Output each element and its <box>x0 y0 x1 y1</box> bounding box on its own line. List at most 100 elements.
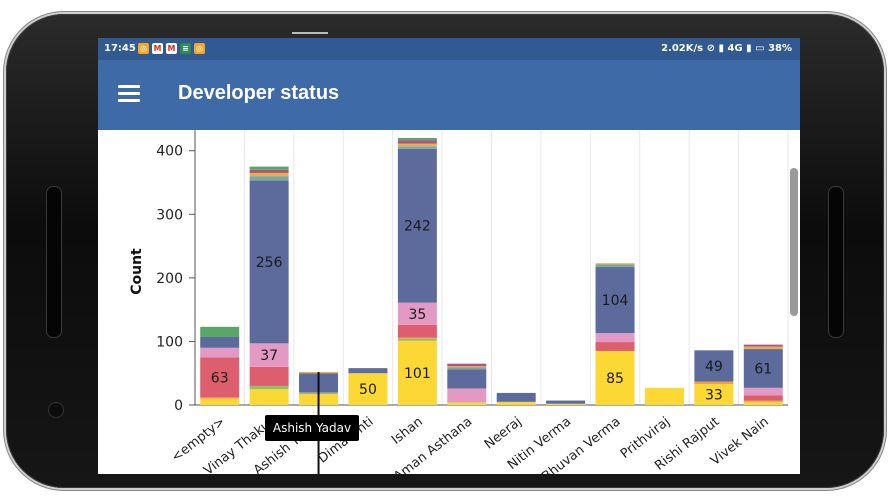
bar-segment <box>249 366 289 386</box>
bar-segment <box>595 267 635 334</box>
bar-tooltip: Ashish Yadav <box>265 415 359 441</box>
bar-segment <box>447 369 487 389</box>
data-label: 104 <box>602 293 629 309</box>
bar-segment <box>447 363 487 367</box>
speaker-grille <box>292 32 328 34</box>
y-tick-label: 400 <box>156 144 183 160</box>
bar-segment <box>447 366 487 368</box>
x-tick-label: Neeraj <box>482 414 525 452</box>
phone-bezel <box>6 14 884 488</box>
bar-segment <box>447 367 487 370</box>
bar-segment <box>397 324 437 338</box>
right-speaker-slot <box>828 186 844 338</box>
bar-segment <box>595 342 635 351</box>
data-label: 35 <box>408 307 426 323</box>
bar-segment <box>397 302 437 325</box>
notification-app-icon: ◎ <box>194 43 205 54</box>
x-tick-label: Ishan <box>389 414 426 447</box>
bar-segment <box>200 398 240 405</box>
signal-icon: ▮ <box>718 43 724 54</box>
bar-segment <box>200 357 240 398</box>
gmail-icon: M <box>166 43 177 54</box>
bar-segment <box>546 400 586 404</box>
bar-segment <box>397 138 437 141</box>
bar-segment <box>743 400 783 402</box>
bar-segment <box>595 263 635 265</box>
y-tick-label: 300 <box>156 207 183 223</box>
bar-segment <box>200 326 240 337</box>
bar-segment <box>595 333 635 343</box>
bar-segment <box>249 169 289 173</box>
hamburger-menu-icon[interactable] <box>118 85 140 103</box>
data-label: 256 <box>256 255 283 271</box>
bar-segment <box>743 395 783 401</box>
network-type: 4G <box>727 43 743 54</box>
bar-segment <box>249 180 289 344</box>
bar-segment <box>447 402 487 405</box>
alarm-off-icon: ⊘ <box>706 43 715 54</box>
bar-segment <box>743 387 783 396</box>
bar-segment <box>200 347 240 358</box>
status-right: 2.02K/s ⊘ ▮ 4G ▮ ▭ 38% <box>661 43 792 54</box>
camera-lens-icon <box>48 402 64 418</box>
bar-segment <box>644 387 684 405</box>
bar-segment <box>447 388 487 403</box>
data-label: 85 <box>606 371 624 387</box>
data-label: 33 <box>705 388 723 404</box>
scrollbar[interactable] <box>790 168 798 316</box>
bar-segment <box>397 140 437 144</box>
bar-segment <box>249 176 289 181</box>
data-label: 49 <box>705 359 723 375</box>
bar-segment <box>249 389 289 405</box>
bar-segment <box>397 146 437 149</box>
bar-segment <box>496 401 536 405</box>
bar-segment <box>694 381 734 385</box>
data-label: 61 <box>754 361 772 377</box>
bar-segment <box>595 350 635 405</box>
bar-segment <box>743 349 783 388</box>
bar-segment <box>546 403 586 405</box>
signal-icon: ▮ <box>746 43 752 54</box>
page-title: Developer status <box>178 82 340 104</box>
data-label: 242 <box>404 219 431 235</box>
y-tick-label: 0 <box>174 398 183 414</box>
status-bar: 17:45 ◎ M M ≡ ◎ 2.02K/s ⊘ ▮ 4G ▮ ▭ 38% <box>98 38 800 60</box>
bar-segment <box>743 344 783 347</box>
bar-segment <box>595 264 635 268</box>
bar-segment <box>397 337 437 339</box>
bar-segment <box>397 338 437 341</box>
bar-segment <box>496 392 536 402</box>
data-label: 101 <box>404 366 431 382</box>
bar-segment <box>397 340 437 405</box>
bar-segment <box>694 350 734 382</box>
battery-percent: 38% <box>768 43 792 54</box>
bar-segment <box>249 172 289 177</box>
app-screen: 17:45 ◎ M M ≡ ◎ 2.02K/s ⊘ ▮ 4G ▮ ▭ 38% D… <box>98 38 800 474</box>
message-icon: ≡ <box>180 43 191 54</box>
bar-segment <box>348 368 388 374</box>
bar-segment <box>397 143 437 147</box>
bar-segment <box>249 343 289 367</box>
bar-segment <box>348 373 388 405</box>
gmail-icon: M <box>152 43 163 54</box>
y-axis-label: Count <box>129 248 145 295</box>
data-label: 37 <box>260 348 278 364</box>
network-speed: 2.02K/s <box>661 43 704 54</box>
bar-segment <box>743 401 783 405</box>
bar-segment <box>249 385 289 390</box>
left-speaker-slot <box>46 186 62 338</box>
bar-segment <box>200 336 240 348</box>
app-bar: Developer status <box>98 60 800 130</box>
bar-segment <box>743 346 783 350</box>
bar-segment <box>249 166 289 170</box>
status-time: 17:45 <box>104 43 136 54</box>
battery-icon: ▭ <box>755 43 765 54</box>
y-tick-label: 100 <box>156 334 183 350</box>
bar-segment <box>694 384 734 405</box>
bar-segment <box>200 397 240 399</box>
data-label: 50 <box>359 382 377 398</box>
notification-app-icon: ◎ <box>138 43 149 54</box>
data-label: 63 <box>211 370 229 386</box>
y-tick-label: 200 <box>156 271 183 287</box>
